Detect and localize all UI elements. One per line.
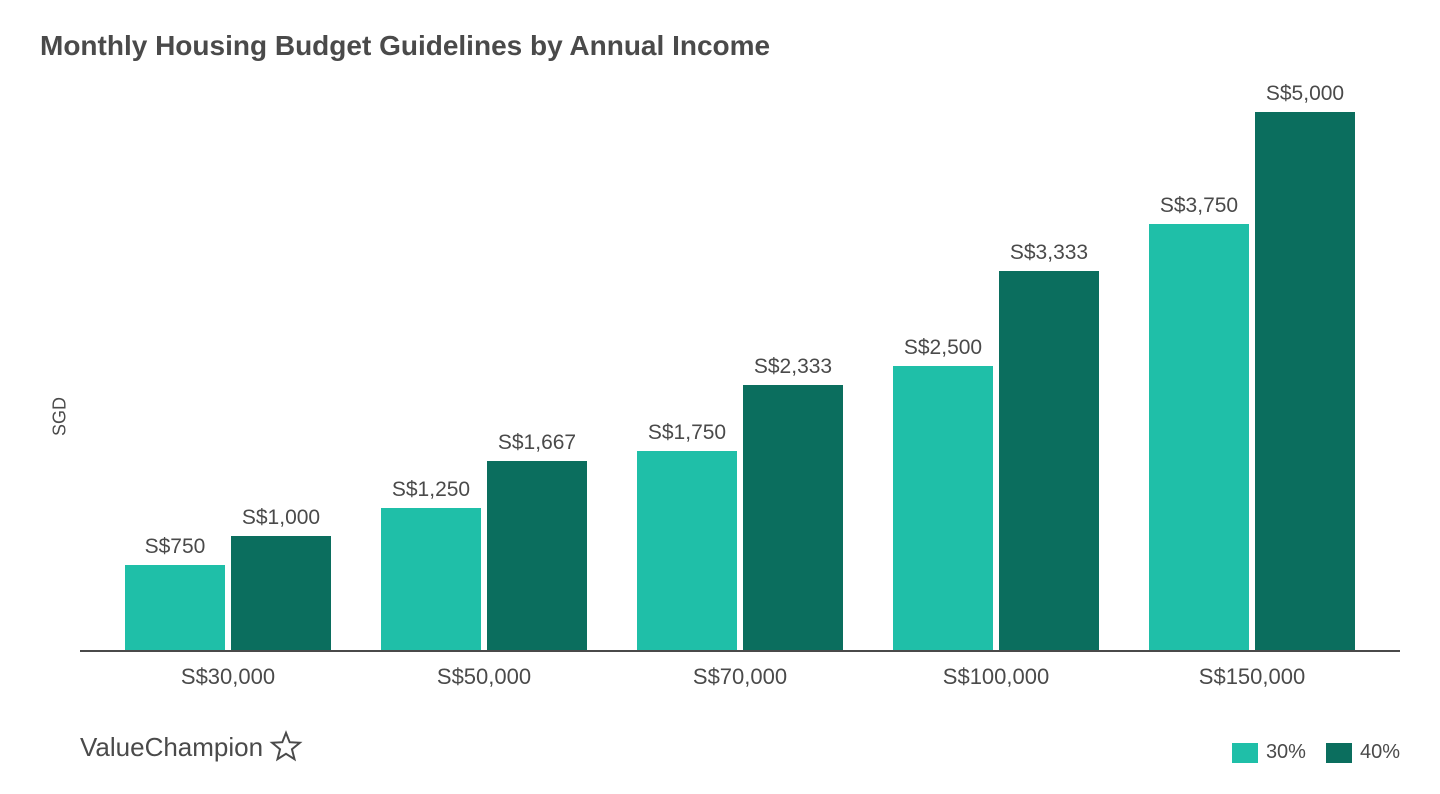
x-tick-label: S$70,000 (612, 664, 868, 690)
bar-wrap: S$2,500 (893, 82, 993, 650)
plot: S$750 S$1,000 S$1,250 S$1,667 S$1,750 S$2,333… (80, 82, 1400, 652)
legend-label: 30% (1266, 741, 1306, 764)
bar-wrap: S$1,667 (487, 82, 587, 650)
bar (893, 366, 993, 650)
bar-wrap: S$3,750 (1149, 82, 1249, 650)
bar-group: S$1,250 S$1,667 (356, 82, 612, 650)
bar-wrap: S$750 (125, 82, 225, 650)
y-axis-label: SGD (40, 82, 80, 690)
chart-area: SGD S$750 S$1,000 S$1,250 S$1,667 S$1,750 S$2… (40, 82, 1400, 690)
legend: 30% 40% (1232, 741, 1400, 764)
legend-item: 30% (1232, 741, 1306, 764)
x-tick-label: S$150,000 (1124, 664, 1380, 690)
bar (1149, 224, 1249, 650)
footer: ValueChampion 30% 40% (40, 730, 1400, 764)
bar-wrap: S$1,750 (637, 82, 737, 650)
bar (125, 565, 225, 650)
bar (381, 508, 481, 650)
bar-wrap: S$1,250 (381, 82, 481, 650)
legend-label: 40% (1360, 741, 1400, 764)
bar-value-label: S$3,333 (1010, 241, 1088, 265)
bar (999, 271, 1099, 650)
bar-group: S$750 S$1,000 (100, 82, 356, 650)
legend-item: 40% (1326, 741, 1400, 764)
bar-value-label: S$3,750 (1160, 194, 1238, 218)
bar-wrap: S$5,000 (1255, 82, 1355, 650)
bar-value-label: S$1,667 (498, 431, 576, 455)
bar (487, 461, 587, 650)
legend-swatch (1326, 743, 1352, 763)
bar (743, 385, 843, 650)
bar-value-label: S$2,500 (904, 336, 982, 360)
bar (637, 451, 737, 650)
bar-value-label: S$1,750 (648, 421, 726, 445)
bar-value-label: S$1,250 (392, 478, 470, 502)
bar-value-label: S$1,000 (242, 506, 320, 530)
bar-value-label: S$750 (145, 535, 206, 559)
star-icon (269, 730, 303, 764)
bar (1255, 112, 1355, 650)
brand-name: ValueChampion (80, 732, 263, 763)
x-tick-label: S$100,000 (868, 664, 1124, 690)
bar-group: S$3,750 S$5,000 (1124, 82, 1380, 650)
bar-group: S$1,750 S$2,333 (612, 82, 868, 650)
x-axis: S$30,000S$50,000S$70,000S$100,000S$150,0… (80, 652, 1400, 690)
bar-value-label: S$2,333 (754, 355, 832, 379)
bar-wrap: S$3,333 (999, 82, 1099, 650)
bar-wrap: S$2,333 (743, 82, 843, 650)
bar-value-label: S$5,000 (1266, 82, 1344, 106)
bar-wrap: S$1,000 (231, 82, 331, 650)
x-tick-label: S$50,000 (356, 664, 612, 690)
bar (231, 536, 331, 650)
x-tick-label: S$30,000 (100, 664, 356, 690)
brand-logo: ValueChampion (80, 730, 303, 764)
chart-title: Monthly Housing Budget Guidelines by Ann… (40, 30, 1400, 62)
legend-swatch (1232, 743, 1258, 763)
bar-group: S$2,500 S$3,333 (868, 82, 1124, 650)
plot-wrap: S$750 S$1,000 S$1,250 S$1,667 S$1,750 S$2,333… (80, 82, 1400, 690)
